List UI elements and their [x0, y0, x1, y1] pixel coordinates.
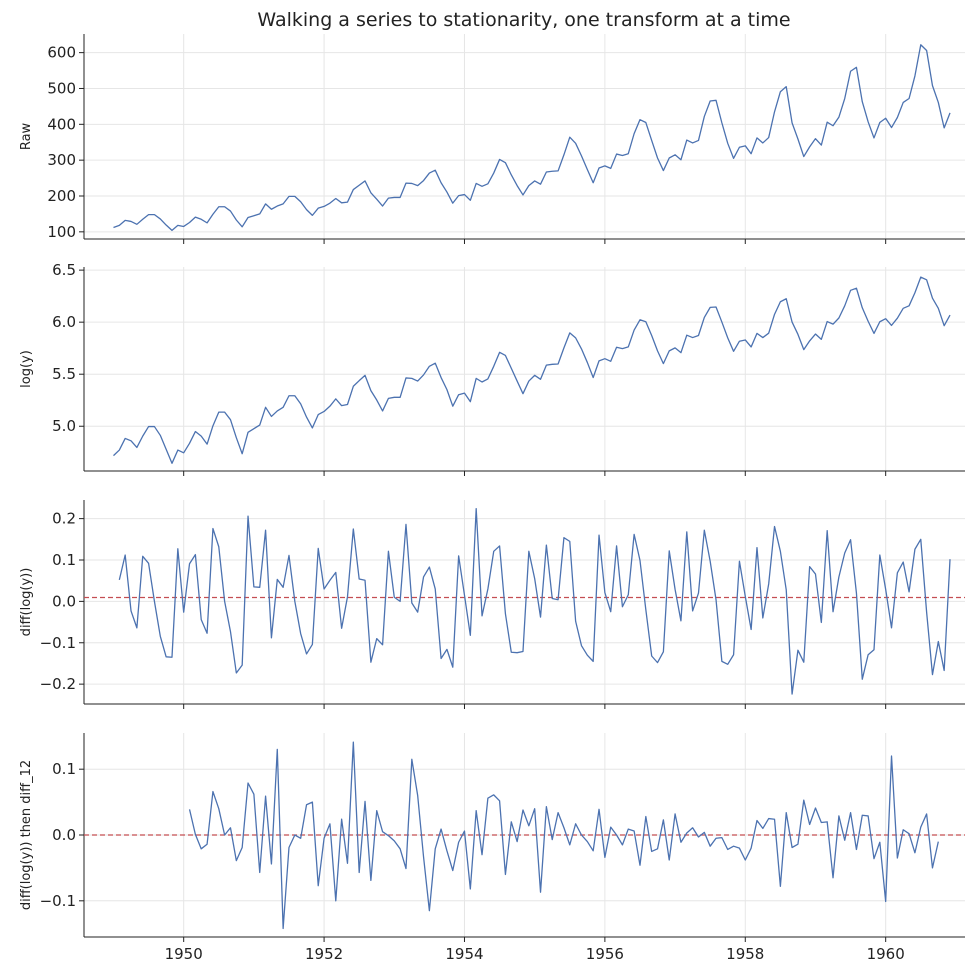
y-tick-label: 600	[47, 44, 76, 62]
y-tick-label: 5.0	[52, 417, 76, 435]
y-tick-label: 0.0	[52, 592, 76, 610]
panel-4: −0.1 0.0 0.1 1950 1952 1954 1956 1958 1960 diff(l…	[19, 733, 965, 963]
y-axis-label: Raw	[19, 122, 34, 150]
x-tick-label: 1950	[165, 945, 203, 963]
panel-1: 100 200 300 400 500 600 Raw	[19, 34, 965, 244]
y-tick-label: 200	[47, 187, 76, 205]
y-tick-label: 0.0	[52, 826, 76, 844]
series-line	[118, 508, 951, 695]
panel-3: −0.2 −0.1 0.0 0.1 0.2 diff(log(y))	[19, 500, 965, 709]
x-tick-label: 1960	[867, 945, 905, 963]
panel-2: 5.0 5.5 6.0 6.5 log(y)	[19, 261, 965, 476]
x-tick-label: 1954	[445, 945, 483, 963]
y-tick-label: 100	[47, 223, 76, 241]
y-tick-label: 0.1	[52, 760, 76, 778]
y-tick-label: 300	[47, 151, 76, 169]
series-line	[113, 276, 951, 464]
panels: 100 200 300 400 500 600 Raw 5.0 5.5 6.0 6.5 log(y) −…	[19, 34, 965, 963]
y-tick-label: 500	[47, 79, 76, 97]
y-tick-label: 0.1	[52, 551, 76, 569]
y-axis-label: log(y)	[19, 350, 34, 388]
y-tick-label: 5.5	[52, 365, 76, 383]
y-tick-label: 400	[47, 115, 76, 133]
x-tick-label: 1952	[305, 945, 343, 963]
x-tick-label: 1958	[726, 945, 764, 963]
y-tick-label: 6.5	[52, 261, 76, 279]
series-line	[113, 44, 951, 232]
y-tick-label: 0.2	[52, 510, 76, 528]
y-tick-label: −0.2	[40, 675, 76, 693]
x-tick-label: 1956	[586, 945, 624, 963]
y-axis-label: diff(log(y))	[19, 568, 34, 637]
y-tick-label: −0.1	[40, 634, 76, 652]
y-tick-label: 6.0	[52, 313, 76, 331]
y-tick-label: −0.1	[40, 892, 76, 910]
y-axis-label: diff(log(y)) then diff_12	[19, 760, 34, 910]
series-line	[188, 741, 939, 930]
chart-title: Walking a series to stationarity, one tr…	[257, 9, 790, 31]
